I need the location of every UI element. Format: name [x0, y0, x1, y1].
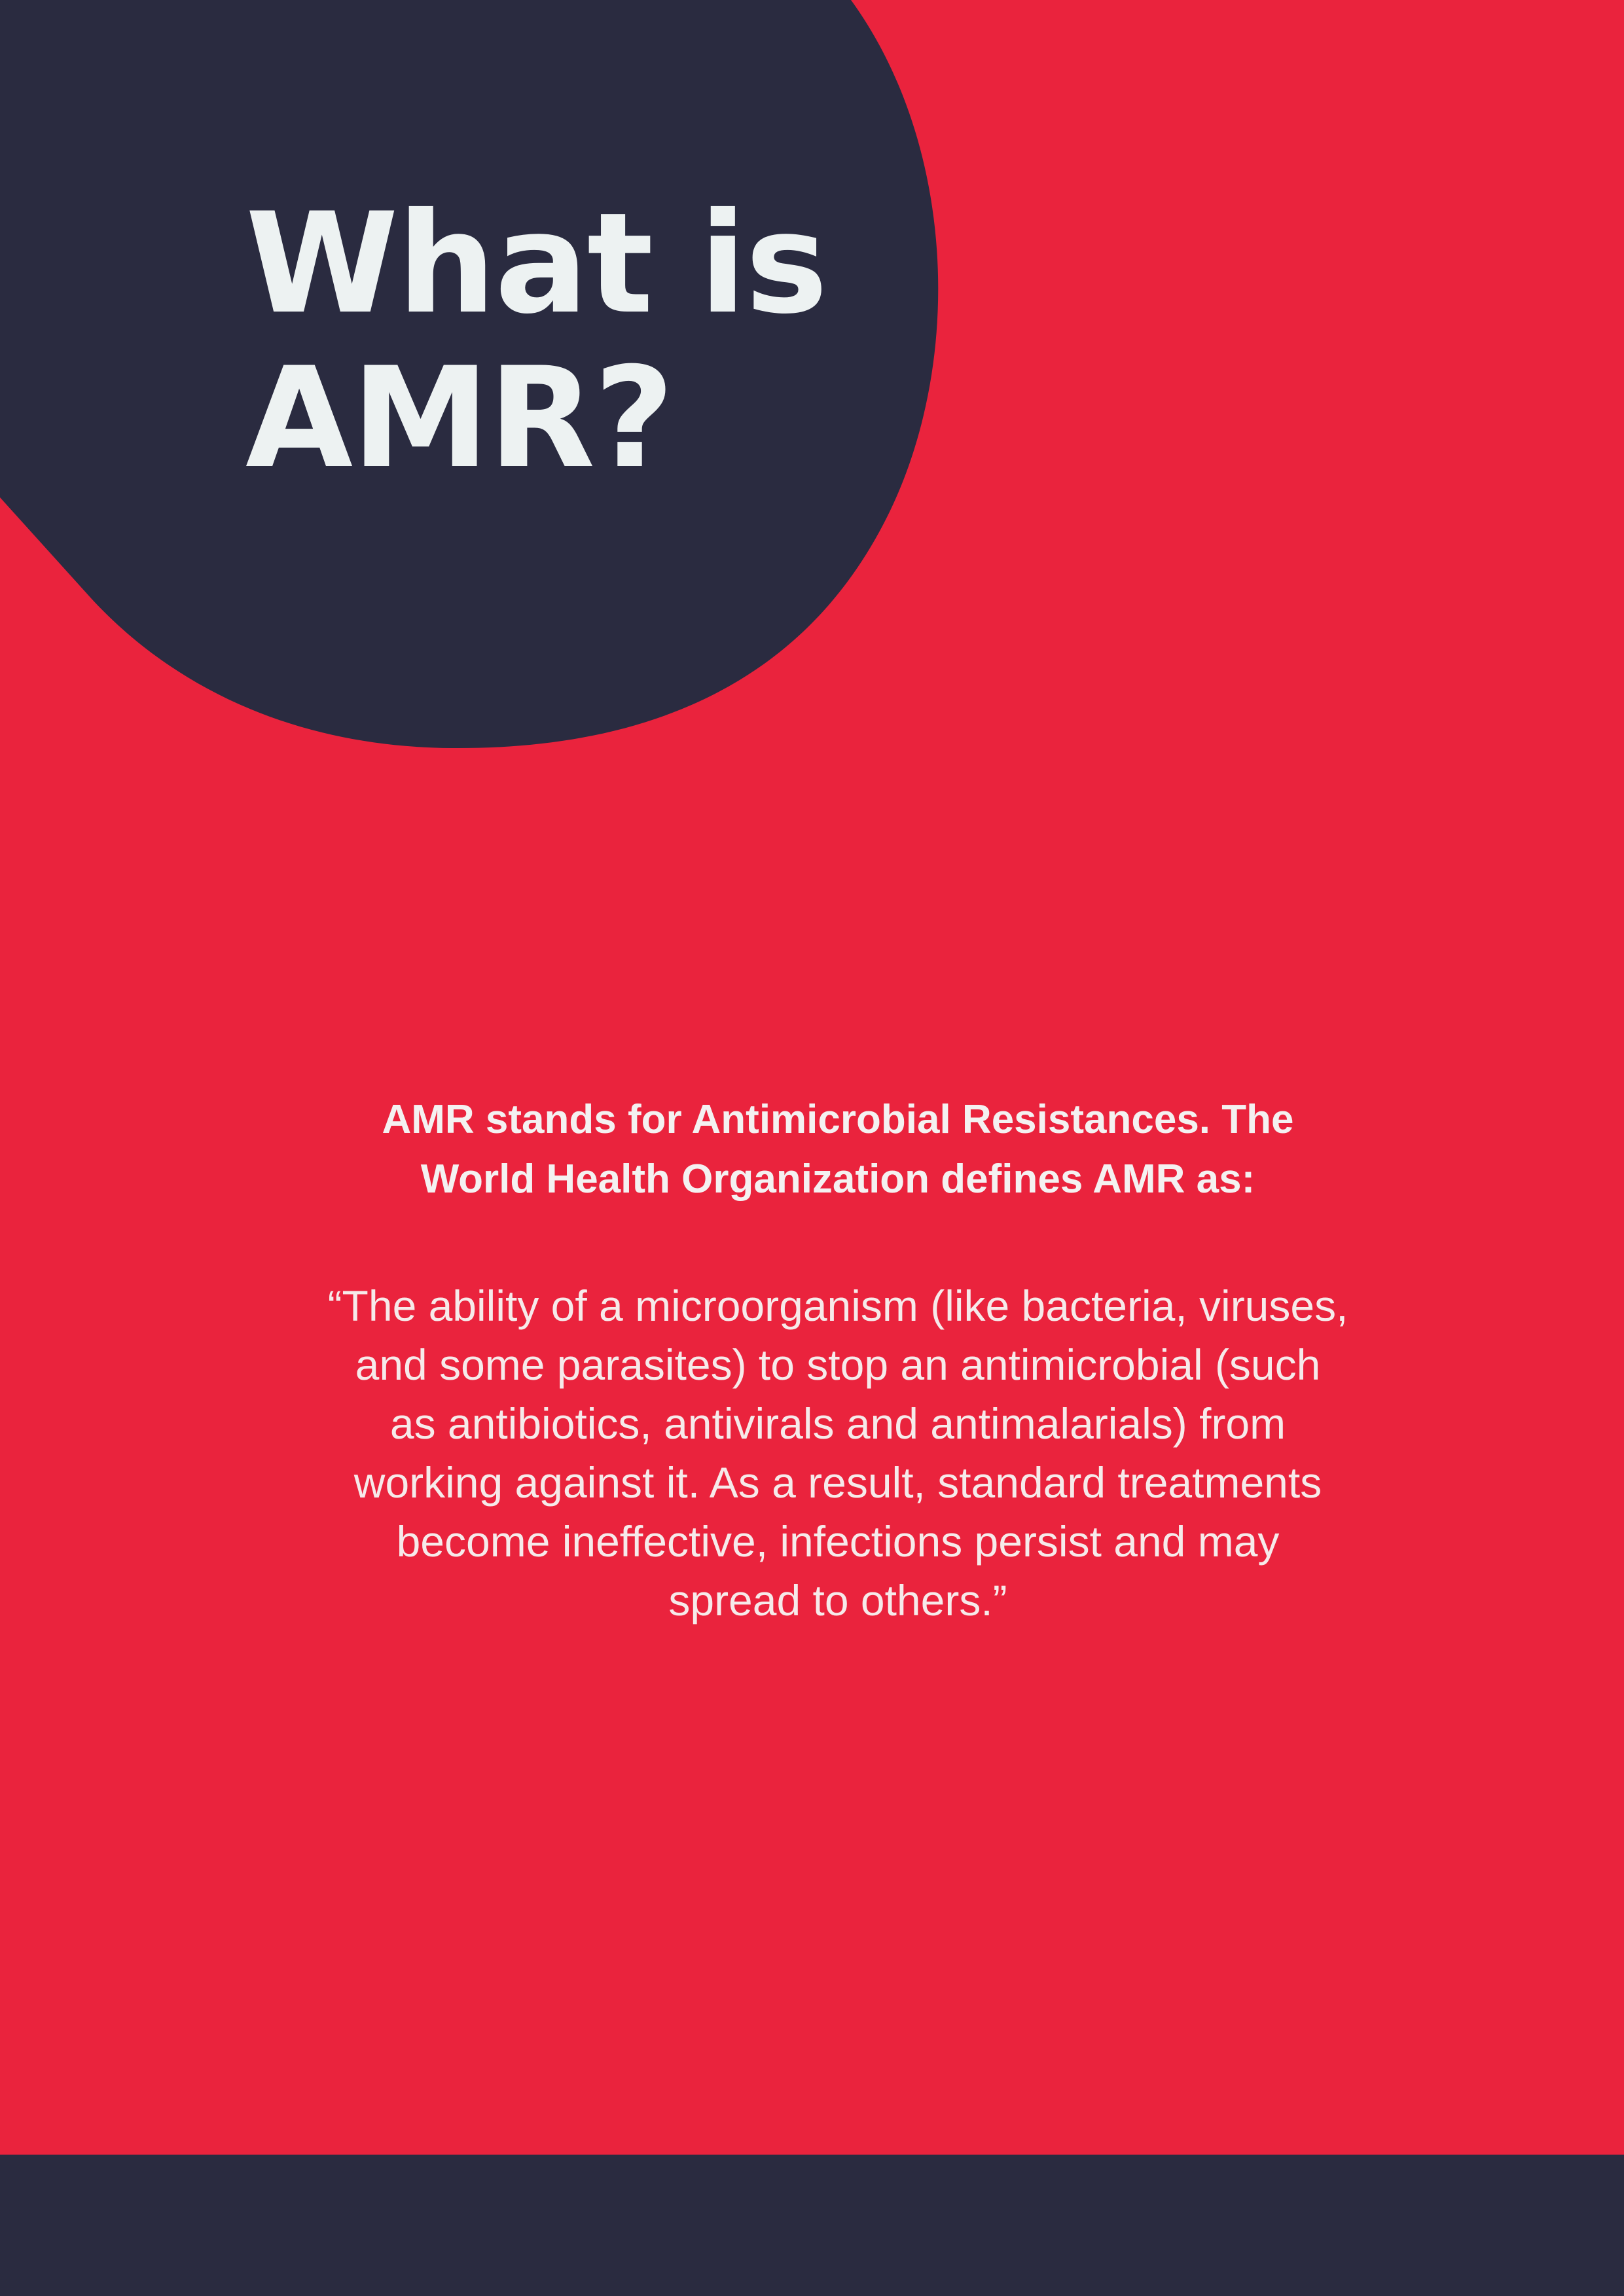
title-line-2: AMR? [245, 337, 674, 499]
intro-paragraph: AMR stands for Antimicrobial Resistances… [288, 1090, 1388, 1209]
quote-line-4: working against it. As a result, standar… [353, 1458, 1322, 1507]
intro-line-2: World Health Organization defines AMR as… [420, 1157, 1255, 1202]
intro-line-1: AMR stands for Antimicrobial Resistances… [382, 1097, 1294, 1142]
title-line-1: What is [245, 183, 828, 344]
quote-line-1: “The ability of a microorganism (like ba… [327, 1282, 1348, 1330]
quote-line-3: as antibiotics, antivirals and antimalar… [389, 1399, 1286, 1448]
quote-line-6: spread to others.” [668, 1576, 1007, 1624]
who-definition-quote: “The ability of a microorganism (like ba… [262, 1276, 1414, 1630]
quote-line-2: and some parasites) to stop an antimicro… [355, 1340, 1321, 1389]
footer-band [0, 2155, 1624, 2296]
page-title: What is AMR? [245, 183, 828, 499]
quote-line-5: become ineffective, infections persist a… [396, 1517, 1280, 1566]
